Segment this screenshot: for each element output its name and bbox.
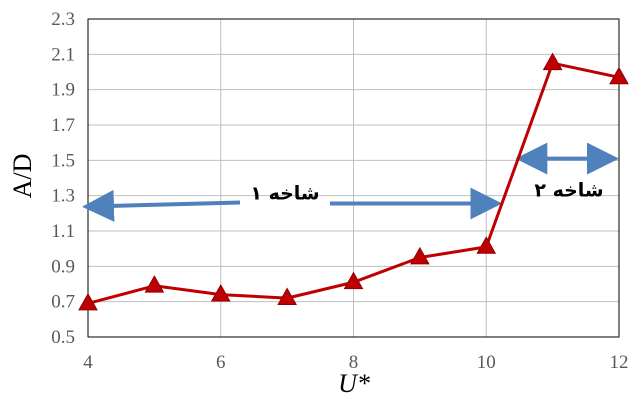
y-axis-title: A/D bbox=[8, 154, 37, 199]
plot-frame bbox=[87, 18, 620, 338]
x-axis-title: U* bbox=[338, 369, 370, 398]
y-tick-label: 1.9 bbox=[51, 80, 75, 101]
y-tick-label: 1.3 bbox=[51, 186, 75, 207]
y-tick-label: 0.7 bbox=[51, 292, 75, 313]
x-tick-label: 8 bbox=[349, 352, 359, 373]
branch-1-label: شاخه ۱ bbox=[250, 183, 319, 205]
y-tick-label: 0.5 bbox=[51, 327, 75, 348]
branch-2-label: شاخه ۲ bbox=[534, 180, 603, 202]
data-point bbox=[476, 236, 497, 254]
y-tick-label: 2.1 bbox=[51, 44, 75, 65]
y-tick-label: 0.9 bbox=[51, 256, 75, 277]
x-tick-label: 10 bbox=[477, 352, 496, 373]
tick-layer: 0.5 0.7 0.9 1.1 1.3 1.5 1.7 1.9 2.1 2.3 4 6 8 10 12 bbox=[51, 9, 628, 373]
y-tick-label: 1.5 bbox=[51, 150, 75, 171]
x-tick-label: 12 bbox=[610, 352, 629, 373]
branch-1-arrow-left bbox=[82, 189, 241, 222]
x-tick-label: 6 bbox=[216, 352, 226, 373]
y-tick-label: 2.3 bbox=[51, 9, 75, 30]
data-point bbox=[210, 283, 231, 302]
y-tick-label: 1.7 bbox=[51, 115, 75, 136]
grid-layer bbox=[88, 19, 619, 337]
data-point bbox=[144, 275, 165, 293]
series-layer bbox=[78, 52, 629, 311]
data-point bbox=[410, 246, 430, 265]
y-tick-label: 1.1 bbox=[51, 221, 75, 242]
data-point bbox=[277, 287, 297, 306]
x-tick-label: 4 bbox=[83, 352, 93, 373]
data-point bbox=[343, 271, 364, 290]
data-point bbox=[542, 52, 563, 71]
data-point bbox=[78, 292, 98, 311]
data-point bbox=[609, 66, 629, 85]
annotation-layer: شاخه ۱ شاخه ۲ bbox=[82, 142, 619, 222]
